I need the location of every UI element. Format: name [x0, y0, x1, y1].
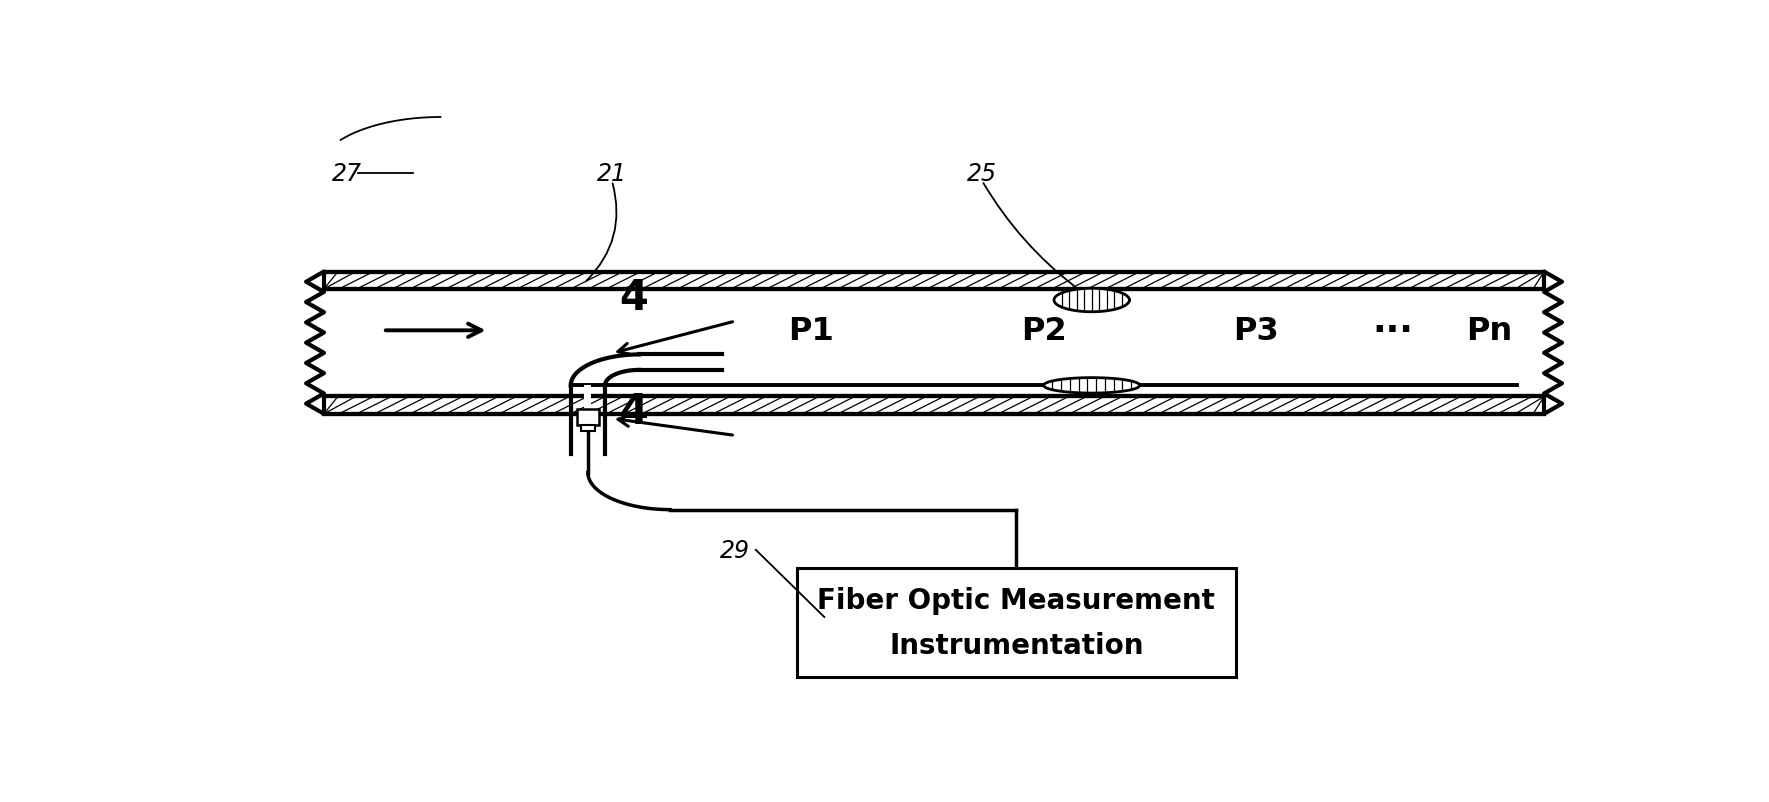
Bar: [324, 397, 1544, 415]
Bar: [584, 386, 591, 455]
Polygon shape: [1044, 379, 1139, 394]
Text: P3: P3: [1233, 315, 1279, 346]
Text: ···: ···: [1373, 314, 1413, 348]
Polygon shape: [1054, 289, 1129, 312]
Bar: [577, 410, 600, 425]
Bar: [639, 361, 791, 364]
Text: 27: 27: [333, 161, 363, 185]
Text: 21: 21: [596, 161, 626, 185]
Bar: [324, 272, 1544, 290]
Text: Pn: Pn: [1467, 315, 1512, 346]
Bar: [796, 569, 1235, 677]
Text: 4: 4: [619, 277, 647, 318]
Text: P1: P1: [787, 315, 833, 346]
Text: P2: P2: [1021, 315, 1067, 346]
Text: Fiber Optic Measurement
Instrumentation: Fiber Optic Measurement Instrumentation: [817, 586, 1215, 659]
Text: 29: 29: [720, 538, 750, 562]
Text: 4: 4: [619, 391, 647, 433]
Text: 25: 25: [968, 161, 998, 185]
Bar: [580, 425, 594, 431]
